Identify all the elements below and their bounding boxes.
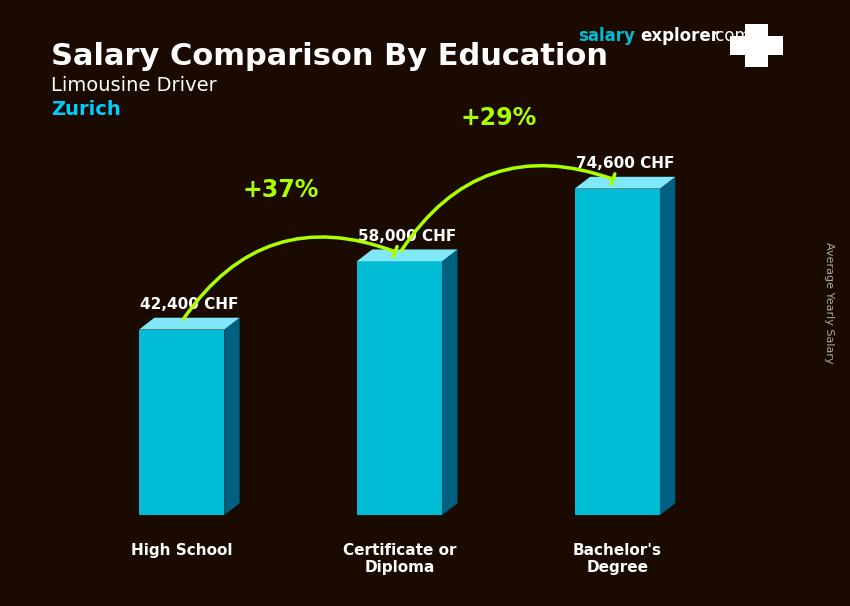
Bar (139, 330, 224, 515)
Text: explorer: explorer (640, 27, 719, 45)
Text: 58,000 CHF: 58,000 CHF (358, 228, 456, 244)
Polygon shape (442, 250, 457, 515)
Polygon shape (575, 177, 675, 188)
Bar (575, 188, 660, 515)
Text: 74,600 CHF: 74,600 CHF (575, 156, 674, 171)
Text: Average Yearly Salary: Average Yearly Salary (824, 242, 834, 364)
Text: Salary Comparison By Education: Salary Comparison By Education (51, 42, 608, 72)
Text: Zurich: Zurich (51, 100, 121, 119)
Text: Limousine Driver: Limousine Driver (51, 76, 217, 95)
Text: .com: .com (711, 27, 751, 45)
Bar (729, 36, 783, 55)
Polygon shape (357, 250, 457, 261)
Text: +37%: +37% (243, 178, 320, 202)
Polygon shape (224, 318, 240, 515)
Text: Bachelor's
Degree: Bachelor's Degree (573, 543, 662, 575)
Text: High School: High School (131, 543, 232, 558)
Polygon shape (139, 318, 240, 330)
Text: +29%: +29% (461, 105, 537, 130)
Polygon shape (660, 177, 675, 515)
Bar (745, 24, 768, 67)
Text: Certificate or
Diploma: Certificate or Diploma (343, 543, 456, 575)
Text: salary: salary (578, 27, 635, 45)
Bar (357, 261, 442, 515)
Text: 42,400 CHF: 42,400 CHF (140, 297, 239, 312)
